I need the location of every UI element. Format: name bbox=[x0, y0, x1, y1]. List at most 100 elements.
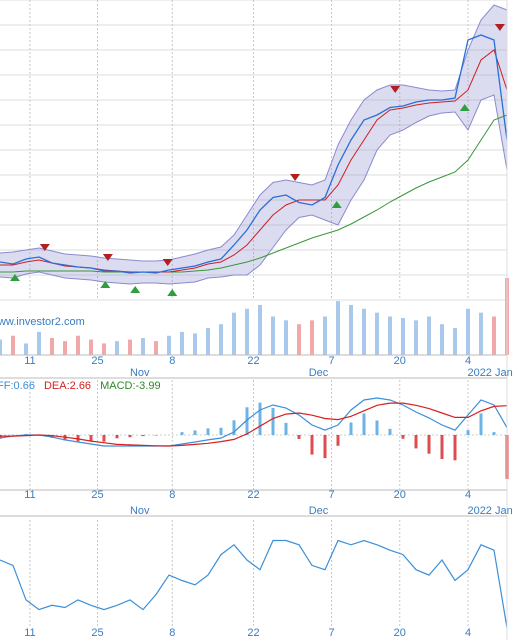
histogram-bar bbox=[440, 435, 444, 459]
x-tick-label: 7 bbox=[328, 355, 334, 367]
x-tick-label: 4 bbox=[465, 489, 471, 501]
x-tick-label: Nov bbox=[130, 367, 150, 379]
x-tick-label: 20 bbox=[394, 489, 406, 501]
band-fill bbox=[0, 5, 507, 284]
histogram-bar bbox=[245, 407, 249, 435]
volume-bar bbox=[50, 338, 54, 355]
x-tick-label: 4 bbox=[465, 627, 471, 639]
legend-label: MACD:-3.99 bbox=[100, 380, 161, 392]
volume-bar bbox=[349, 304, 353, 355]
volume-bar bbox=[76, 335, 80, 355]
x-tick-label: 11 bbox=[24, 489, 35, 501]
x-tick-label: 11 bbox=[24, 355, 35, 367]
buy-signal bbox=[9, 274, 20, 281]
volume-bar bbox=[167, 335, 171, 355]
volume-bar bbox=[440, 324, 444, 355]
histogram-bar bbox=[375, 420, 379, 435]
x-tick-label: 8 bbox=[169, 355, 175, 367]
histogram-bar bbox=[466, 430, 470, 435]
volume-bar bbox=[453, 328, 457, 355]
volume-bar bbox=[401, 318, 405, 355]
volume-bar bbox=[466, 308, 470, 355]
histogram-bar bbox=[0, 435, 2, 439]
volume-bar bbox=[206, 328, 210, 355]
volume-bar bbox=[11, 335, 15, 355]
x-tick-label: 22 bbox=[247, 627, 259, 639]
x-tick-label: 22 bbox=[247, 489, 259, 501]
volume-bar bbox=[154, 341, 158, 355]
histogram-bar bbox=[206, 428, 210, 435]
buy-signal bbox=[459, 104, 470, 111]
x-tick-label: 11 bbox=[24, 627, 35, 639]
volume-bar bbox=[128, 339, 132, 355]
histogram-bar bbox=[479, 413, 483, 435]
volume-bar bbox=[102, 343, 106, 355]
volume-bar bbox=[37, 331, 41, 355]
volume-bar bbox=[141, 338, 145, 355]
sell-signal bbox=[290, 174, 301, 181]
x-tick-label: 8 bbox=[169, 489, 175, 501]
series-line bbox=[0, 539, 508, 629]
x-tick-label: 2022 Jan bbox=[467, 367, 512, 379]
sell-signal bbox=[102, 254, 113, 261]
histogram-bar bbox=[258, 402, 262, 435]
volume-bar bbox=[89, 339, 93, 355]
sell-signal bbox=[390, 86, 401, 93]
x-tick-label: 25 bbox=[91, 355, 103, 367]
series-line bbox=[0, 4, 508, 262]
x-tick-label: Dec bbox=[309, 505, 329, 517]
volume-bar bbox=[388, 316, 392, 355]
histogram-bar bbox=[362, 413, 366, 435]
histogram-bar bbox=[349, 422, 353, 435]
volume-bar bbox=[492, 316, 496, 355]
histogram-bar bbox=[297, 435, 301, 439]
x-tick-label: 25 bbox=[91, 489, 103, 501]
histogram-bar bbox=[115, 435, 119, 439]
histogram-bar bbox=[180, 432, 184, 435]
series-line bbox=[0, 94, 508, 285]
volume-bar bbox=[193, 333, 197, 355]
histogram-bar bbox=[141, 435, 145, 437]
buy-signal bbox=[331, 201, 342, 208]
series-line bbox=[0, 397, 508, 447]
volume-bar bbox=[180, 331, 184, 355]
histogram-bar bbox=[232, 420, 236, 435]
series-line bbox=[0, 34, 508, 274]
volume-bar bbox=[375, 312, 379, 355]
buy-signal bbox=[130, 286, 141, 293]
histogram-bar bbox=[414, 435, 418, 449]
x-tick-label: 20 bbox=[394, 627, 406, 639]
volume-bar bbox=[297, 324, 301, 355]
histogram-bar bbox=[310, 435, 314, 455]
sell-signal bbox=[494, 24, 505, 31]
volume-bar bbox=[414, 320, 418, 355]
histogram-bar bbox=[323, 435, 327, 459]
x-tick-label: 2022 Jan bbox=[467, 505, 512, 517]
buy-signal bbox=[100, 281, 111, 288]
x-tick-label: Nov bbox=[130, 505, 150, 517]
x-tick-label: 22 bbox=[247, 355, 259, 367]
volume-bar bbox=[24, 343, 28, 355]
x-tick-label: 20 bbox=[394, 355, 406, 367]
volume-bar bbox=[336, 301, 340, 355]
series-line bbox=[0, 402, 508, 447]
histogram-bar bbox=[89, 435, 93, 441]
volume-bar bbox=[427, 316, 431, 355]
volume-bar bbox=[232, 312, 236, 355]
histogram-bar bbox=[193, 430, 197, 435]
x-tick-label: 25 bbox=[91, 627, 103, 639]
histogram-bar bbox=[427, 435, 431, 454]
volume-bar bbox=[219, 324, 223, 355]
histogram-bar bbox=[388, 428, 392, 435]
buy-signal bbox=[167, 289, 178, 296]
legend-label: DEA:2.66 bbox=[44, 380, 91, 392]
x-tick-label: 7 bbox=[328, 627, 334, 639]
volume-bar bbox=[479, 312, 483, 355]
x-tick-label: 4 bbox=[465, 355, 471, 367]
volume-bar bbox=[284, 320, 288, 355]
histogram-bar bbox=[401, 435, 405, 439]
sell-signal bbox=[162, 259, 173, 266]
volume-bar bbox=[271, 316, 275, 355]
volume-bar bbox=[258, 304, 262, 355]
histogram-bar bbox=[271, 407, 275, 435]
